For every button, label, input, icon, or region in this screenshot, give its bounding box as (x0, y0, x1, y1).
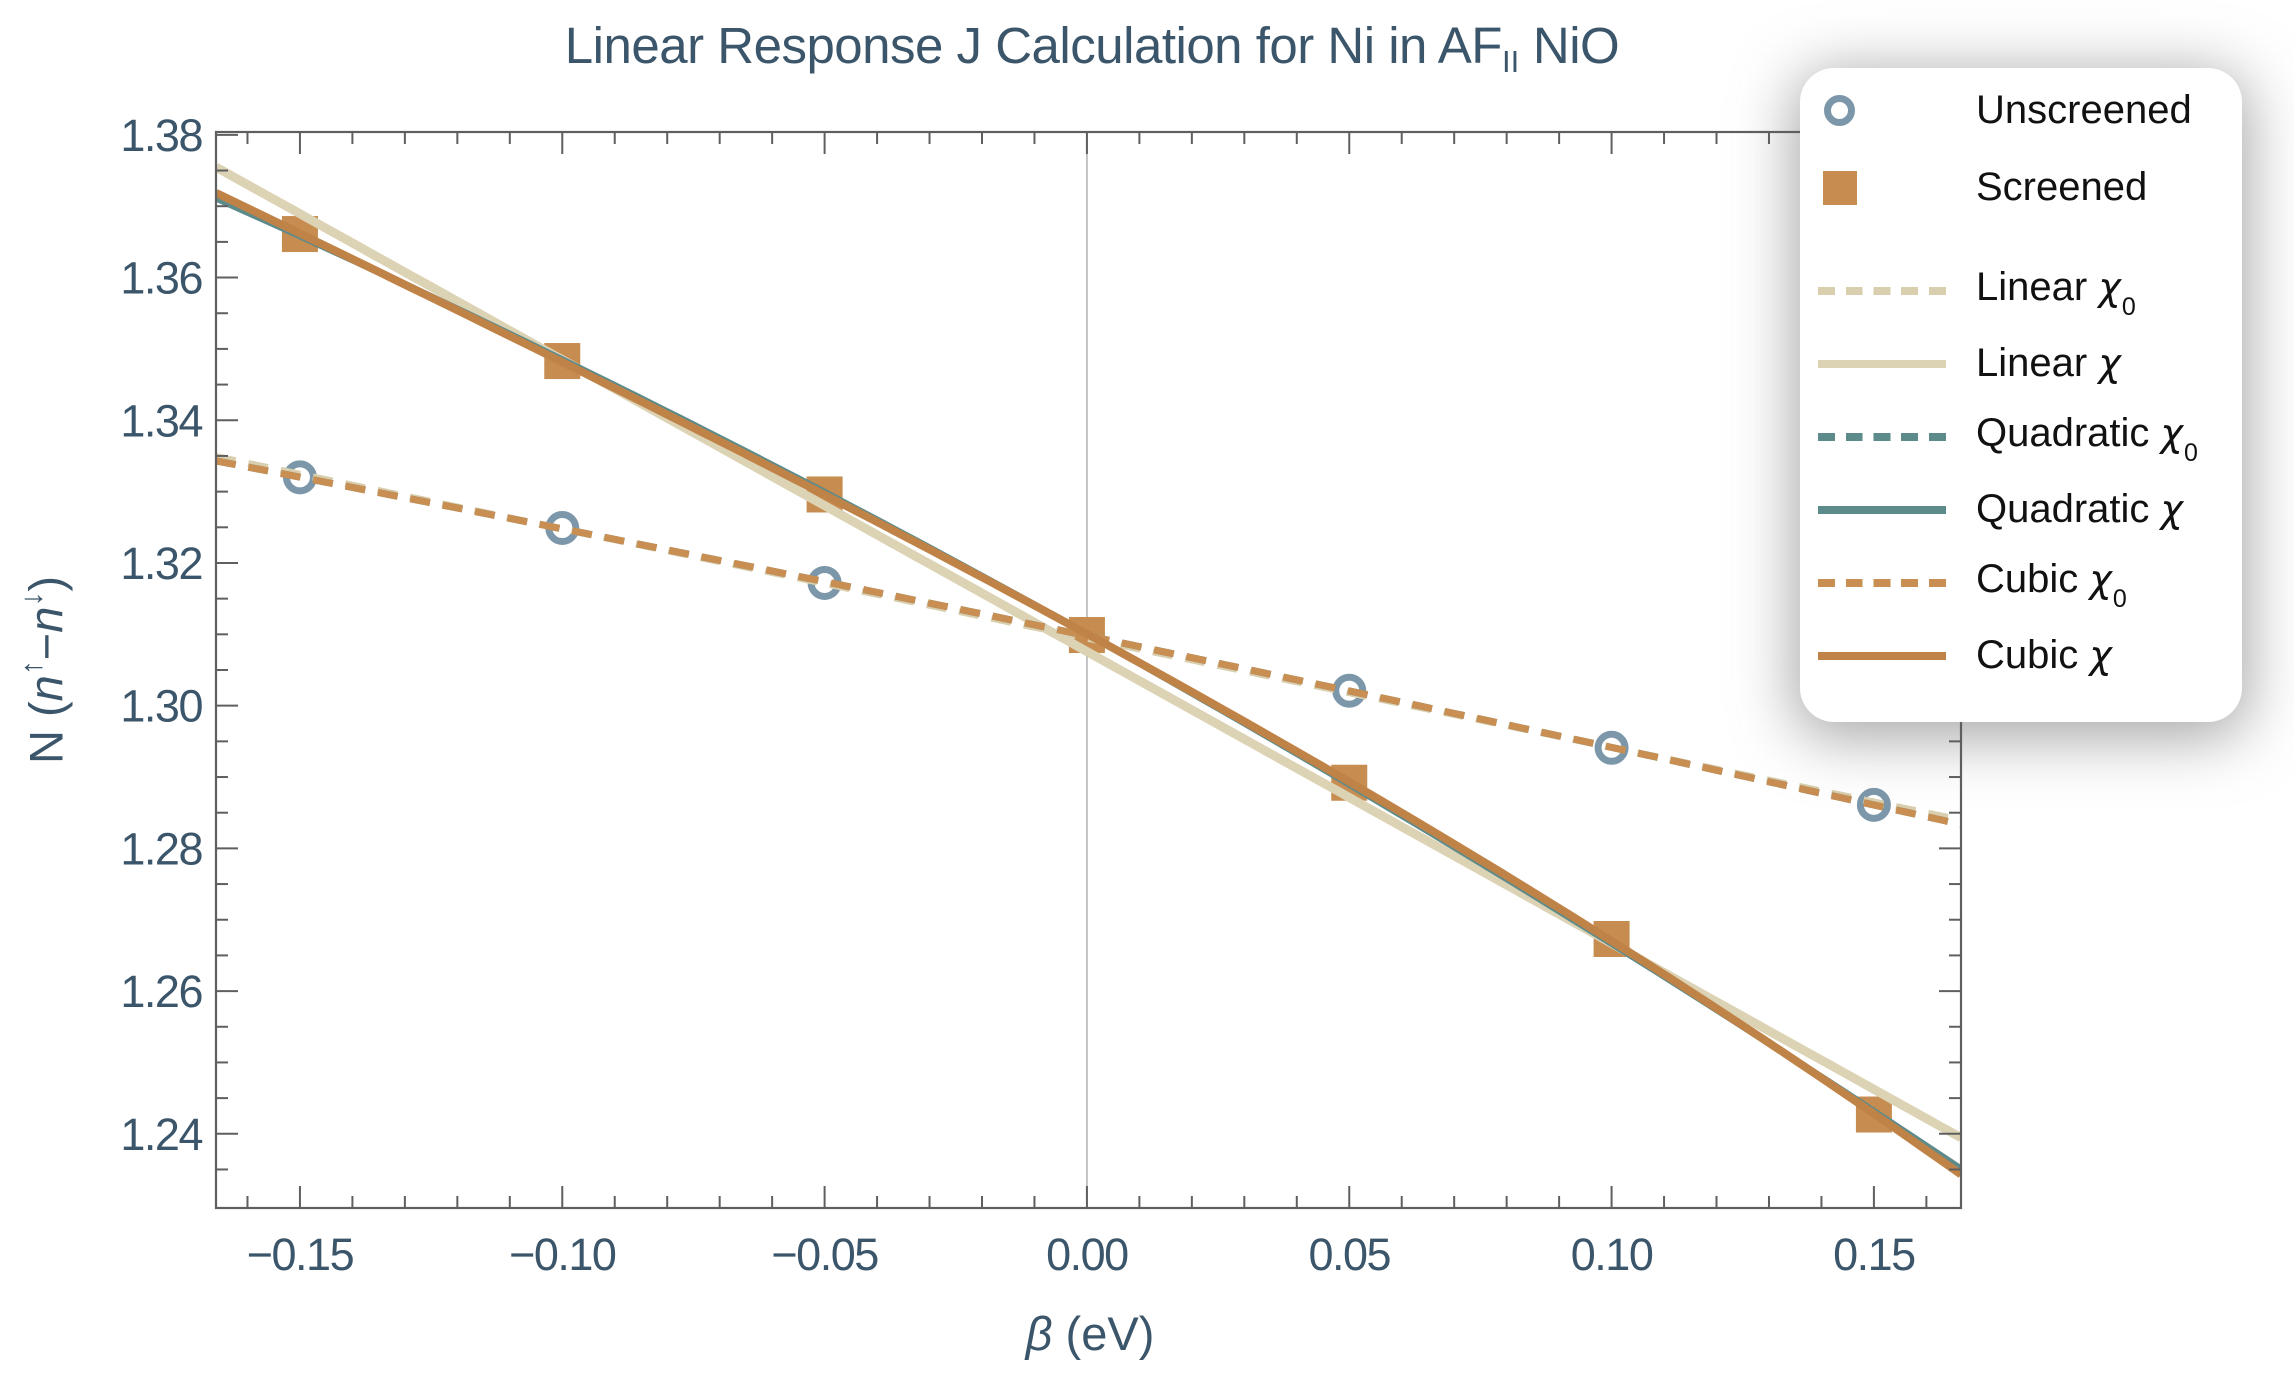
fit-line-quadratic-χ (216, 194, 1961, 1173)
solid-line-icon (1818, 505, 1946, 514)
legend-item: Screened (1800, 149, 2242, 226)
plot-frame (214, 130, 1963, 1210)
x-axis-label: β (eV) (1025, 1307, 1155, 1360)
dashed-line-icon (1818, 286, 1946, 295)
legend-item-label: Unscreened (1976, 88, 2192, 132)
y-tick-label: 1.30 (120, 681, 202, 732)
legend-item: Linear χ (1800, 327, 2242, 400)
dashed-line-icon (1818, 578, 1946, 587)
y-tick-label: 1.32 (120, 538, 202, 589)
open-circle-marker-icon (1824, 95, 1855, 126)
x-tick-label: −0.05 (771, 1229, 878, 1280)
legend-item: Unscreened (1800, 72, 2242, 149)
y-axis-label: N (n↑−n↓) (15, 575, 73, 765)
legend-item-label: Linear χ (1976, 341, 2121, 385)
legend: Unscreened Screened Linear χ0 Linear χ Quadr… (1800, 68, 2242, 722)
y-tick-label: 1.24 (120, 1109, 202, 1160)
solid-line-icon (1818, 359, 1946, 368)
filled-square-marker-icon (1823, 170, 1857, 205)
legend-item: Quadratic χ0 (1800, 400, 2242, 473)
legend-item: Cubic χ (1800, 619, 2242, 692)
title-subscript: II (1501, 44, 1520, 79)
legend-item: Cubic χ0 (1800, 546, 2242, 619)
x-tick-label: 0.05 (1308, 1229, 1390, 1280)
x-tick-label: 0.15 (1833, 1229, 1915, 1280)
legend-item-label: Cubic χ0 (1976, 557, 2127, 613)
page-title: Linear Response J Calculation for Ni in … (564, 17, 1620, 79)
x-tick-label: 0.00 (1046, 1229, 1128, 1280)
legend-item: Quadratic χ (1800, 473, 2242, 546)
y-tick-label: 1.36 (120, 253, 202, 304)
legend-item-label: Quadratic χ (1976, 487, 2184, 531)
solid-line-icon (1818, 651, 1946, 660)
x-tick-label: 0.10 (1571, 1229, 1653, 1280)
x-tick-label: −0.10 (509, 1229, 616, 1280)
legend-item-label: Quadratic χ0 (1976, 411, 2198, 467)
dashed-line-icon (1818, 432, 1946, 441)
legend-item: Linear χ0 (1800, 254, 2242, 327)
axis-ticks (216, 132, 1961, 1208)
legend-item-label: Screened (1976, 165, 2148, 209)
fit-line-cubic-χ (216, 189, 1961, 1178)
y-tick-label: 1.34 (120, 395, 202, 446)
y-tick-label: 1.26 (120, 966, 202, 1017)
legend-item-label: Cubic χ (1976, 633, 2112, 677)
x-tick-label: −0.15 (247, 1229, 354, 1280)
legend-item-label: Linear χ0 (1976, 265, 2136, 321)
fit-line-linear-χ (216, 163, 1961, 1142)
y-tick-label: 1.28 (120, 823, 202, 874)
y-tick-label: 1.38 (120, 110, 202, 161)
